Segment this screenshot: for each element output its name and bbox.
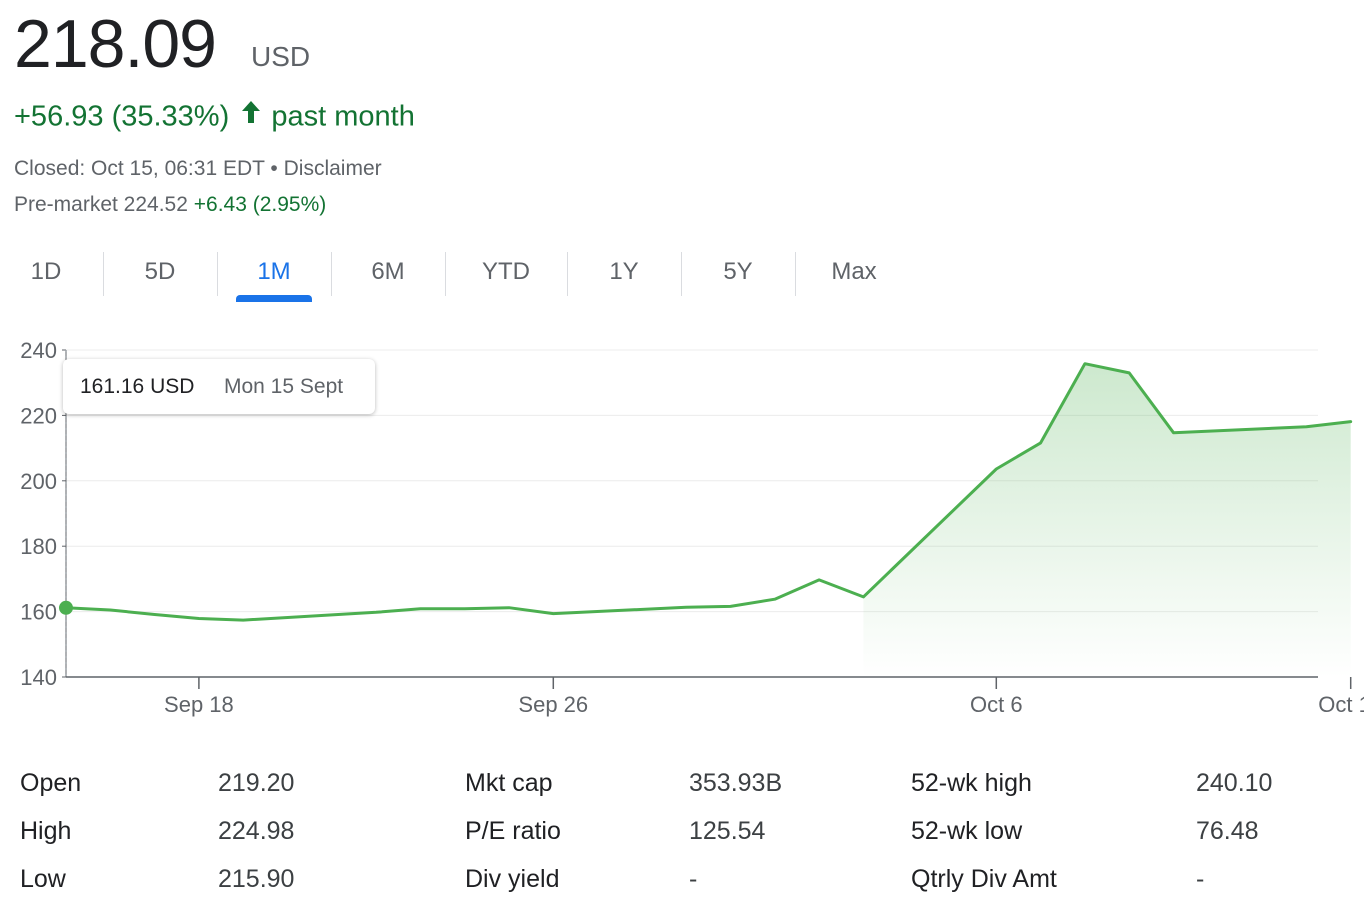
stat-value-pe-ratio: 125.54 xyxy=(689,817,766,845)
x-tick-label: Sep 18 xyxy=(164,692,234,717)
tab-5d[interactable]: 5D xyxy=(144,258,176,285)
tab-max[interactable]: Max xyxy=(831,258,877,285)
change-period: past month xyxy=(271,100,415,133)
y-tick-label: 220 xyxy=(20,403,57,428)
x-tick-label: Oct 6 xyxy=(970,692,1023,717)
stat-value-open: 219.20 xyxy=(218,769,295,797)
y-tick-label: 140 xyxy=(20,665,57,690)
stat-label-div-yield: Div yield xyxy=(465,865,560,893)
tab-1m[interactable]: 1M xyxy=(217,252,331,302)
stat-value-div-yield: - xyxy=(689,865,698,893)
tab-6m[interactable]: 6M xyxy=(371,258,405,285)
change-value: +56.93 (35.33%) xyxy=(14,100,230,133)
price-chart[interactable]: 240 220 200 180 160 140 Sep 18 Sep 26 Oct 6 Oct … xyxy=(0,330,1364,730)
stat-label-52wk-low: 52-wk low xyxy=(911,817,1023,845)
tab-divider xyxy=(795,252,796,296)
stat-label-pe-ratio: P/E ratio xyxy=(465,817,561,845)
stat-value-52wk-high: 240.10 xyxy=(1196,769,1273,797)
tab-divider xyxy=(103,252,104,296)
stat-label-low: Low xyxy=(20,865,66,893)
tab-divider xyxy=(445,252,446,296)
series-line xyxy=(64,362,1353,622)
y-tick-label: 240 xyxy=(20,338,57,363)
hover-point xyxy=(59,600,73,615)
currency-label: USD xyxy=(251,41,311,72)
premarket-change: +6.43 (2.95%) xyxy=(193,193,327,216)
stat-label-qtrly-div: Qtrly Div Amt xyxy=(911,865,1057,893)
tab-1d[interactable]: 1D xyxy=(30,258,62,285)
tab-1y[interactable]: 1Y xyxy=(609,258,639,285)
stat-value-low: 215.90 xyxy=(218,865,295,893)
stat-value-mkt-cap: 353.93B xyxy=(689,769,783,797)
tab-divider xyxy=(217,252,218,296)
price-change: +56.93 (35.33%) past month xyxy=(14,97,415,139)
tooltip-date: Mon 15 Sept xyxy=(224,375,344,398)
series-area xyxy=(863,363,1351,677)
y-tick-label: 180 xyxy=(20,534,57,559)
premarket-info: Pre-market 224.52 +6.43 (2.95%) xyxy=(14,192,326,218)
stat-value-high: 224.98 xyxy=(218,817,295,845)
y-tick-label: 200 xyxy=(20,469,57,494)
disclaimer-link[interactable]: Disclaimer xyxy=(283,157,382,180)
stat-value-qtrly-div: - xyxy=(1196,865,1205,893)
premarket-price: Pre-market 224.52 xyxy=(14,193,188,216)
chart-tooltip: 161.16 USD Mon 15 Sept xyxy=(63,359,375,414)
market-status: Closed: Oct 15, 06:31 EDT • Disclaimer xyxy=(14,156,382,182)
tooltip-price: 161.16 USD xyxy=(80,375,195,398)
stat-value-52wk-low: 76.48 xyxy=(1196,817,1259,845)
tab-5y[interactable]: 5Y xyxy=(723,258,753,285)
separator-dot: • xyxy=(270,157,278,180)
stat-label-high: High xyxy=(20,817,72,845)
x-tick-label: Sep 26 xyxy=(518,692,588,717)
stat-label-open: Open xyxy=(20,769,82,797)
closed-time: Closed: Oct 15, 06:31 EDT xyxy=(14,157,265,180)
tab-divider xyxy=(681,252,682,296)
stock-price: 218.09 xyxy=(14,6,217,82)
x-tick-label: Oct 14 xyxy=(1318,692,1364,717)
tab-divider xyxy=(567,252,568,296)
stat-label-52wk-high: 52-wk high xyxy=(911,769,1032,797)
y-tick-label: 160 xyxy=(20,600,57,625)
tab-divider xyxy=(331,252,332,296)
stat-label-mkt-cap: Mkt cap xyxy=(465,769,553,797)
arrow-up-icon xyxy=(241,97,261,133)
tab-ytd[interactable]: YTD xyxy=(482,258,530,285)
